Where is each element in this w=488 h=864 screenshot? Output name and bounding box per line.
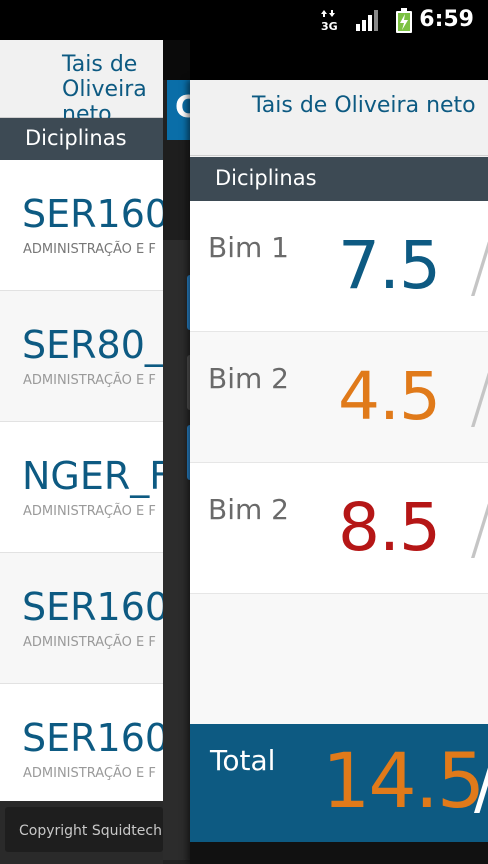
grade-row[interactable]: Bim 2 8.5 / xyxy=(190,463,488,594)
section-header: Diciplinas xyxy=(190,157,488,201)
subject-item[interactable]: SER80_C ADMINISTRAÇÃO E F xyxy=(0,291,163,422)
battery-charging-icon xyxy=(395,8,413,38)
total-bar: Total 14.5 / xyxy=(190,724,488,842)
background-panel: C xyxy=(163,40,190,864)
footer-box xyxy=(5,807,163,852)
right-header: Tais de Oliveira neto xyxy=(190,80,488,156)
grade-label: Bim 2 xyxy=(208,362,289,395)
subject-subtitle: ADMINISTRAÇÃO E F xyxy=(23,373,156,388)
section-label: Diciplinas xyxy=(215,166,317,190)
grades-list: Bim 1 7.5 / Bim 2 4.5 / Bim 2 8.5 / xyxy=(190,201,488,724)
subject-subtitle: ADMINISTRAÇÃO E F xyxy=(23,635,156,650)
section-label: Diciplinas xyxy=(25,126,127,150)
empty-row xyxy=(190,594,488,724)
footer: Copyright Squidtech / xyxy=(0,801,163,864)
signal-3g-text: 3G xyxy=(321,20,338,32)
total-label: Total xyxy=(210,744,276,777)
total-slash: / xyxy=(474,746,488,823)
subject-item[interactable]: SER160_ ADMINISTRAÇÃO E F xyxy=(0,684,163,815)
copyright-text: Copyright Squidtech / xyxy=(19,823,163,839)
subject-code: NGER_F xyxy=(22,454,163,498)
subject-code: SER80_C xyxy=(22,323,163,367)
grade-row[interactable]: Bim 1 7.5 / xyxy=(190,201,488,332)
subject-subtitle: ADMINISTRAÇÃO E F xyxy=(23,766,156,781)
subjects-panel: Tais de Oliveira neto Diciplinas SER160_… xyxy=(0,40,163,864)
grade-value: 4.5 xyxy=(338,358,441,435)
subject-item[interactable]: NGER_F ADMINISTRAÇÃO E F xyxy=(0,422,163,553)
grade-slash: / xyxy=(470,360,488,437)
subject-code: SER160_ xyxy=(22,192,163,236)
grades-panel: Tais de Oliveira neto Diciplinas Bim 1 7… xyxy=(190,80,488,864)
clock-time: 6:59 xyxy=(419,7,474,32)
signal-bars-icon xyxy=(355,8,379,36)
student-name: Tais de Oliveira neto xyxy=(62,52,147,127)
mid-gray-area xyxy=(163,240,190,860)
bottom-strip xyxy=(190,842,488,864)
grade-slash: / xyxy=(470,491,488,568)
subjects-list: SER160_ ADMINISTRAÇÃO E F SER80_C ADMINI… xyxy=(0,160,163,815)
subject-code: SER160_ xyxy=(22,585,163,629)
mid-top-bar xyxy=(163,40,190,80)
subject-code: SER160_ xyxy=(22,716,163,760)
grade-value: 8.5 xyxy=(338,489,441,566)
subject-subtitle: ADMINISTRAÇÃO E F xyxy=(23,242,156,257)
mid-dark-area xyxy=(163,140,190,240)
grade-slash: / xyxy=(470,229,488,306)
grade-label: Bim 1 xyxy=(208,231,289,264)
side-tab[interactable] xyxy=(187,425,190,480)
grade-row[interactable]: Bim 2 4.5 / xyxy=(190,332,488,463)
side-tab[interactable] xyxy=(187,275,190,330)
grade-value: 7.5 xyxy=(338,227,441,304)
app-letter: C xyxy=(175,90,190,125)
total-value: 14.5 xyxy=(322,736,485,825)
subject-item[interactable]: SER160_ ADMINISTRAÇÃO E F xyxy=(0,553,163,684)
data-3g-icon: 3G xyxy=(320,8,338,36)
side-tab[interactable] xyxy=(187,355,190,410)
student-name: Tais de Oliveira neto xyxy=(252,93,476,118)
section-header: Diciplinas xyxy=(0,118,163,160)
left-header: Tais de Oliveira neto xyxy=(0,40,163,127)
subject-item[interactable]: SER160_ ADMINISTRAÇÃO E F xyxy=(0,160,163,291)
subject-subtitle: ADMINISTRAÇÃO E F xyxy=(23,504,156,519)
app-header-strip: C xyxy=(167,80,190,140)
grade-label: Bim 2 xyxy=(208,493,289,526)
status-bar: 3G 6:59 xyxy=(0,0,488,40)
